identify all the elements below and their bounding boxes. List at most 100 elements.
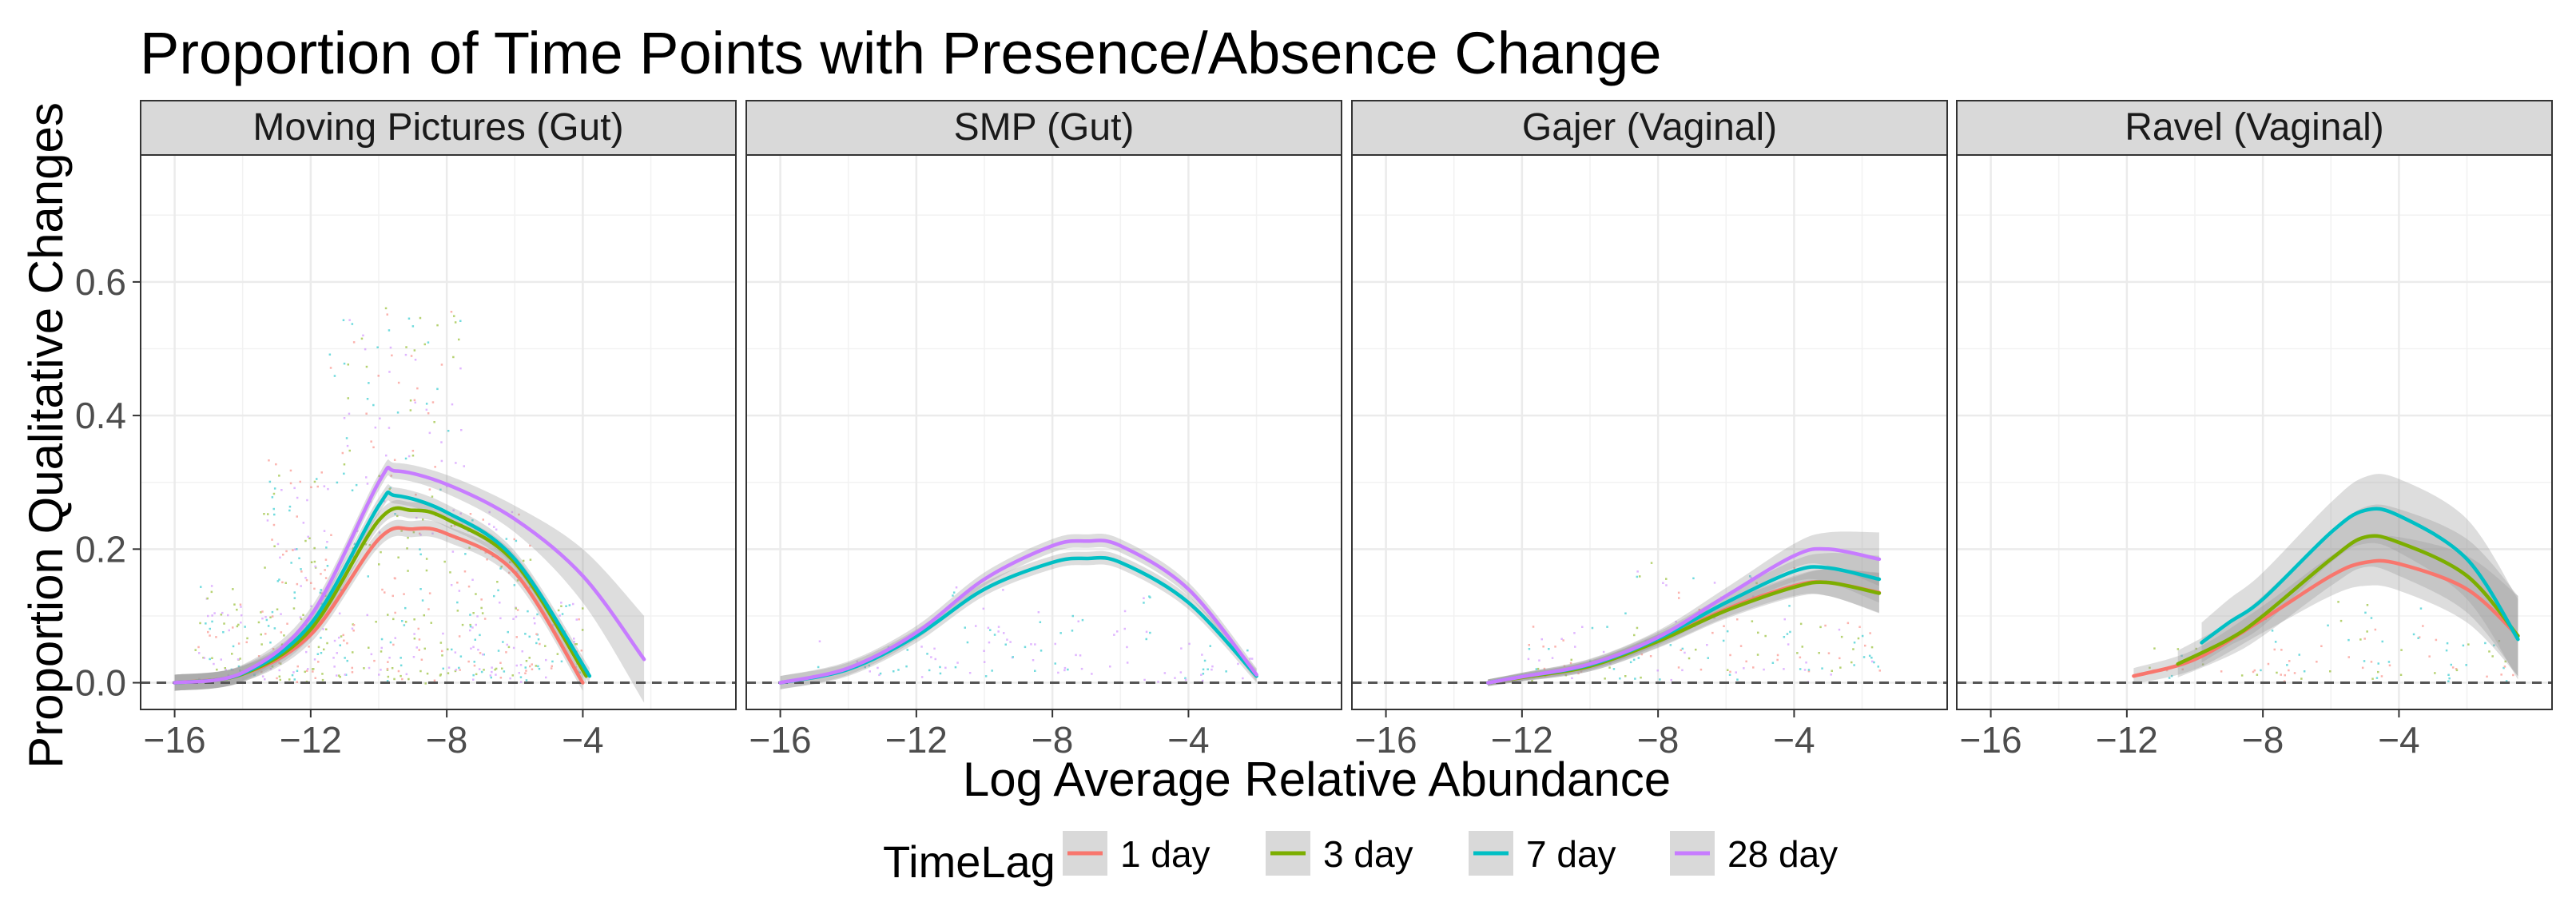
scatter-point (1750, 576, 1752, 579)
legend-title: TimeLag (883, 836, 1055, 887)
scatter-point (505, 538, 508, 540)
scatter-point (280, 643, 284, 646)
scatter-point (366, 398, 369, 400)
x-tick-label: −16 (749, 719, 812, 761)
scatter-point (522, 559, 525, 562)
scatter-point (425, 403, 428, 405)
scatter-point (436, 387, 439, 391)
scatter-point (347, 397, 349, 399)
scatter-point (296, 496, 299, 499)
scatter-point (313, 546, 316, 550)
scatter-point (317, 646, 320, 649)
x-tick-label: −4 (562, 719, 603, 761)
x-tick-label: −12 (2096, 719, 2158, 761)
scatter-point (483, 654, 485, 656)
x-tick-label: −12 (1491, 719, 1553, 761)
scatter-point (2320, 645, 2323, 647)
scatter-point (1563, 665, 1566, 667)
scatter-point (232, 588, 234, 590)
scatter-point (473, 661, 475, 663)
scatter-point (352, 630, 355, 632)
scatter-point (1143, 602, 1145, 604)
scatter-point (336, 652, 338, 654)
scatter-point (241, 614, 243, 617)
scatter-point (211, 620, 213, 623)
scatter-point (451, 550, 455, 553)
scatter-point (2465, 664, 2467, 666)
scatter-point (944, 666, 947, 670)
scatter-point (1163, 672, 1167, 674)
scatter-point (272, 507, 275, 511)
scatter-point (388, 371, 391, 373)
scatter-point (403, 624, 406, 626)
scatter-point (396, 411, 400, 414)
scatter-point (982, 607, 985, 610)
scatter-point (1831, 670, 1833, 672)
scatter-point (278, 662, 280, 664)
scatter-point (300, 585, 302, 587)
scatter-point (272, 492, 276, 495)
scatter-point (2165, 669, 2169, 672)
scatter-point (340, 635, 343, 638)
panel-border (745, 154, 1342, 710)
scatter-point (551, 660, 554, 663)
scatter-point (351, 489, 354, 491)
scatter-point (1824, 624, 1827, 627)
scatter-point (198, 652, 201, 654)
panel-border (1956, 154, 2553, 710)
scatter-point (278, 675, 281, 677)
scatter-point (240, 606, 242, 608)
scatter-point (486, 558, 488, 561)
scatter-point (2400, 649, 2403, 651)
scatter-point (447, 430, 450, 432)
scatter-point (535, 633, 538, 635)
scatter-point (1776, 658, 1779, 662)
scatter-point (276, 580, 280, 582)
scatter-point (210, 590, 213, 594)
legend-label: 1 day (1120, 833, 1210, 875)
scatter-point (391, 354, 393, 357)
scatter-point (317, 661, 320, 663)
scatter-point (368, 544, 372, 546)
grid-lines (746, 155, 1342, 709)
scatter-point (377, 375, 380, 377)
scatter-point (2273, 648, 2276, 651)
scatter-point (2486, 675, 2488, 678)
scatter-point (2375, 677, 2379, 679)
scatter-point (370, 440, 372, 443)
scatter-point (447, 672, 450, 674)
scatter-point (2488, 650, 2491, 653)
scatter-point (266, 519, 269, 522)
scatter-point (324, 577, 328, 579)
scatter-point (1034, 670, 1036, 672)
scatter-point (276, 608, 279, 610)
scatter-point (380, 550, 382, 554)
scatter-point (286, 622, 288, 625)
scatter-point (305, 624, 308, 626)
scatter-point (1554, 646, 1556, 648)
y-tick-label: 0.4 (75, 395, 126, 436)
scatter-point (316, 653, 320, 655)
scatter-point (209, 634, 211, 637)
scatter-point (1531, 679, 1533, 682)
scatter-point (1636, 570, 1639, 573)
confidence-band (174, 519, 583, 691)
scatter-point (1201, 679, 1204, 682)
confidence-band (1488, 553, 1879, 686)
scatter-point (1729, 654, 1731, 657)
scatter-point (2364, 611, 2367, 614)
scatter-point (264, 566, 266, 569)
scatter-point (271, 666, 274, 668)
scatter-point (313, 480, 316, 483)
scatter-point (394, 513, 396, 515)
scatter-point (384, 591, 386, 594)
scatter-point (484, 551, 487, 554)
scatter-point (2300, 677, 2303, 680)
scatter-point (423, 614, 425, 617)
scatter-point (1054, 662, 1056, 665)
scatter-point (2170, 674, 2173, 677)
scatter-point (348, 319, 351, 321)
scatter-point (550, 667, 553, 670)
scatter-point (424, 682, 427, 685)
scatter-point (1200, 674, 1203, 676)
